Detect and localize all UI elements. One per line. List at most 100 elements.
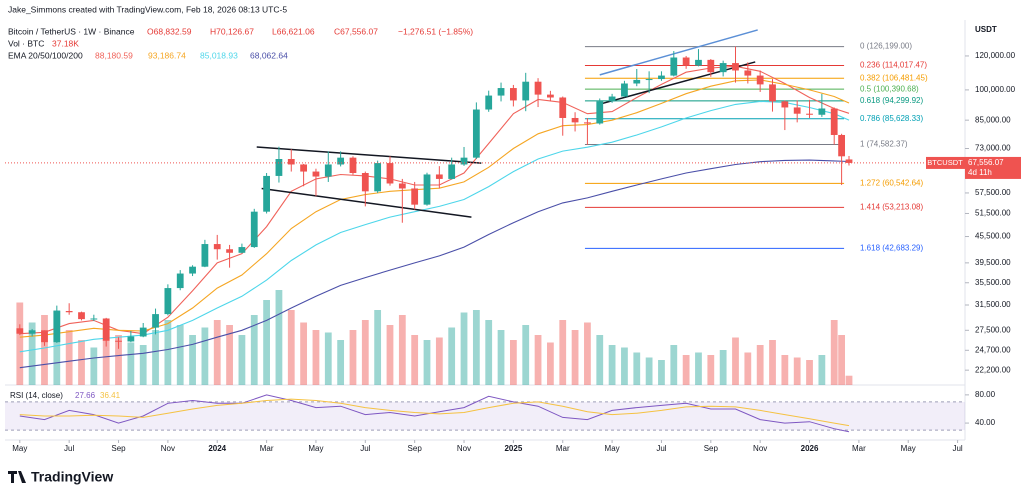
fib-label: 1.272 (60,542.64) xyxy=(860,178,923,187)
y-tick-label: 35,500.00 xyxy=(975,278,1011,287)
volume-bar xyxy=(115,335,122,385)
candle-body xyxy=(238,247,246,253)
candle-body xyxy=(830,108,838,135)
ohlc-high: H70,126.67 xyxy=(210,26,254,36)
price-label: 67,556.07 xyxy=(968,158,1004,167)
candle-body xyxy=(53,311,61,343)
candle-body xyxy=(485,95,493,110)
x-tick-label: May xyxy=(901,444,916,453)
candle-body xyxy=(534,81,542,95)
candle-body xyxy=(90,318,98,320)
currency-label: USDT xyxy=(975,25,997,34)
volume-bar xyxy=(608,345,616,385)
candle-body xyxy=(78,312,85,320)
volume-bar xyxy=(361,320,369,385)
volume-bar xyxy=(793,357,801,385)
y-tick-label: 24,700.00 xyxy=(975,345,1011,354)
y-tick-label: 85,000.00 xyxy=(975,115,1011,124)
volume-bar xyxy=(189,335,196,385)
volume-bar xyxy=(485,320,493,385)
candle-body xyxy=(845,159,853,163)
volume-bar xyxy=(226,325,233,385)
rsi-band xyxy=(5,401,965,431)
candle-body xyxy=(201,244,209,267)
y-tick-label: 57,500.00 xyxy=(975,188,1011,197)
x-tick-label: Jul xyxy=(64,444,74,453)
volume-bar xyxy=(337,340,345,385)
y-tick-label: 31,500.00 xyxy=(975,300,1011,309)
volume-bar xyxy=(695,352,702,385)
y-tick-label: 120,000.00 xyxy=(975,51,1016,60)
logo: TradingView xyxy=(8,469,113,485)
volume-bar xyxy=(349,330,357,385)
ema-legend-value: 85,018.93 xyxy=(200,50,238,60)
x-tick-label: Jul xyxy=(952,444,962,453)
x-tick-label: Jul xyxy=(360,444,370,453)
candle-body xyxy=(65,311,73,313)
candle-body xyxy=(312,171,320,177)
volume-bar xyxy=(769,340,776,385)
y-tick-label: 45,500.00 xyxy=(975,232,1011,241)
volume-bar xyxy=(65,330,73,385)
candle-body xyxy=(448,164,456,179)
volume-bar xyxy=(250,315,258,385)
x-tick-label: May xyxy=(308,444,323,453)
fib-label: 1.618 (42,683.29) xyxy=(860,244,923,253)
volume-bar xyxy=(448,327,456,385)
volume-bar xyxy=(818,355,826,385)
ema-legend: EMA 20/50/100/200 xyxy=(8,50,83,60)
candle-body xyxy=(460,157,468,165)
volume-bar xyxy=(16,302,24,385)
volume-bar xyxy=(423,340,431,385)
candle-body xyxy=(707,59,715,73)
volume-bar xyxy=(621,347,628,385)
fib-label: 1.414 (53,213.08) xyxy=(860,202,923,211)
volume-bar xyxy=(374,310,382,385)
volume-bar xyxy=(41,315,48,385)
candle-body xyxy=(818,108,826,115)
volume-bar xyxy=(152,330,159,385)
fib-label: 0.5 (100,390.68) xyxy=(860,84,919,93)
candle-body xyxy=(633,79,641,84)
candle-body xyxy=(732,63,739,71)
candle-body xyxy=(250,211,258,248)
volume-bars xyxy=(16,290,853,385)
rsi-y-tick-label: 40.00 xyxy=(975,418,996,427)
logo-mark xyxy=(8,471,26,483)
x-tick-label: Mar xyxy=(852,444,866,453)
candle-body xyxy=(398,183,406,189)
volume-bar xyxy=(781,355,789,385)
symbol-label: BTCUSDT xyxy=(927,158,963,167)
volume-bar xyxy=(28,322,36,385)
candle-body xyxy=(349,157,357,174)
y-tick-label: 51,500.00 xyxy=(975,209,1011,218)
x-tick-label: Nov xyxy=(161,444,175,453)
y-tick-label: 22,200.00 xyxy=(975,365,1011,374)
trendline xyxy=(256,146,482,164)
volume-bar xyxy=(658,360,665,385)
trendline xyxy=(599,29,758,76)
x-tick-label: Sep xyxy=(704,444,719,453)
candle-body xyxy=(522,81,530,101)
ema-line xyxy=(19,159,850,369)
volume-bar xyxy=(633,352,641,385)
volume-bar xyxy=(78,340,85,385)
x-tick-label: Sep xyxy=(111,444,126,453)
candle-body xyxy=(263,175,270,212)
x-tick-label: 2025 xyxy=(504,444,522,453)
candle-body xyxy=(608,96,616,102)
ema-legend-value: 88,180.59 xyxy=(95,50,133,60)
candle-body xyxy=(571,117,579,123)
symbol-box xyxy=(926,156,965,169)
x-tick-label: May xyxy=(12,444,27,453)
volume-bar xyxy=(732,337,739,385)
volume-bar xyxy=(287,310,295,385)
candle-body xyxy=(139,327,147,337)
price-box xyxy=(965,156,1021,179)
x-tick-label: Sep xyxy=(408,444,423,453)
x-tick-label: Nov xyxy=(753,444,767,453)
rsi-ma-value: 36.41 xyxy=(100,391,121,400)
volume-bar xyxy=(534,335,542,385)
candle-body xyxy=(584,122,591,124)
candle-body xyxy=(386,163,394,184)
